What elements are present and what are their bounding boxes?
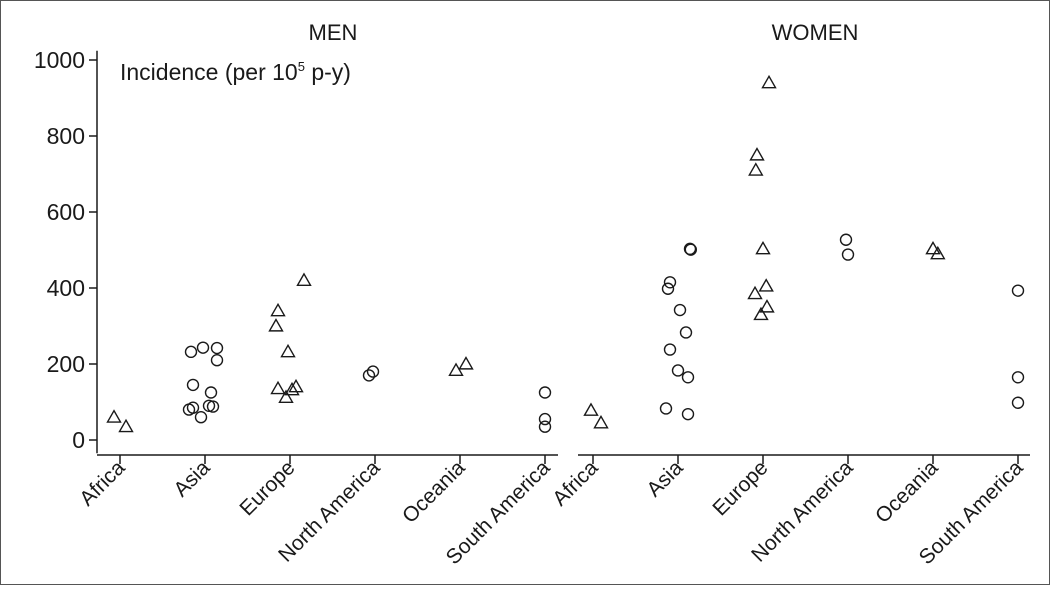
- data-point-triangle: [284, 381, 300, 396]
- data-point-circle: [661, 282, 675, 295]
- data-point-triangle: [747, 285, 763, 300]
- y-tick-label: 0: [72, 427, 85, 453]
- data-point-circle: [1011, 284, 1025, 297]
- data-point-circle: [684, 243, 697, 256]
- data-point-circle: [366, 365, 380, 378]
- data-point-triangle: [296, 272, 312, 286]
- data-point-triangle: [748, 162, 764, 176]
- data-point-triangle: [593, 414, 609, 429]
- data-point-circle: [679, 326, 693, 339]
- data-point-circle: [663, 276, 677, 289]
- data-point-triangle: [755, 240, 771, 255]
- data-point-circle: [202, 399, 216, 412]
- y-tick-label: 1000: [34, 47, 85, 73]
- panel-title: WOMEN: [772, 20, 859, 45]
- y-axis-label-main: Incidence (per 10: [120, 59, 298, 85]
- data-point-circle: [673, 303, 687, 317]
- data-point-triangle: [280, 343, 296, 358]
- data-point-circle: [184, 345, 198, 359]
- y-axis-label: Incidence (per 105 p-y): [120, 59, 351, 85]
- data-point-circle: [362, 369, 376, 382]
- data-point-triangle: [753, 306, 769, 321]
- data-point-triangle: [761, 74, 777, 89]
- data-point-circle: [841, 248, 855, 261]
- data-point-triangle: [749, 147, 765, 161]
- data-point-triangle: [106, 409, 122, 423]
- data-point-circle: [671, 364, 685, 377]
- data-point-triangle: [288, 378, 304, 393]
- data-point-circle: [1011, 396, 1025, 409]
- data-point-circle: [538, 412, 552, 426]
- data-point-circle: [210, 341, 224, 355]
- y-axis-label-tail: p-y): [305, 59, 351, 85]
- data-point-triangle: [583, 402, 599, 416]
- data-point-circle: [210, 354, 224, 367]
- panel-title: MEN: [309, 20, 358, 45]
- data-point-triangle: [448, 362, 464, 377]
- data-point-circle: [659, 402, 673, 415]
- data-point-triangle: [758, 278, 774, 292]
- y-tick-label: 800: [47, 123, 85, 149]
- data-point-triangle: [930, 245, 946, 260]
- y-tick-label: 200: [47, 351, 85, 377]
- data-point-circle: [681, 371, 695, 384]
- data-point-circle: [681, 407, 695, 421]
- data-point-triangle: [278, 389, 294, 404]
- data-point-circle: [538, 420, 552, 433]
- data-point-triangle: [270, 302, 286, 317]
- data-point-triangle: [925, 240, 941, 255]
- data-point-circle: [839, 233, 853, 246]
- data-point-triangle: [458, 356, 474, 370]
- y-tick-label: 400: [47, 275, 85, 301]
- data-point-circle: [186, 401, 200, 414]
- data-point-circle: [206, 400, 220, 413]
- data-point-circle: [538, 386, 552, 399]
- data-point-circle: [663, 343, 677, 356]
- y-tick-label: 600: [47, 199, 85, 225]
- data-point-triangle: [270, 380, 286, 395]
- data-point-triangle: [118, 418, 134, 433]
- data-point-circle: [1011, 371, 1025, 384]
- data-point-triangle: [759, 299, 775, 313]
- y-axis: 0 200 400 600 800 1000: [34, 47, 98, 454]
- data-point-circle: [186, 378, 200, 392]
- data-point-circle: [196, 341, 210, 354]
- data-point-triangle: [268, 318, 284, 332]
- data-point-circle: [194, 411, 208, 424]
- data-point-circle: [204, 386, 218, 399]
- y-axis-label-superscript: 5: [298, 59, 305, 74]
